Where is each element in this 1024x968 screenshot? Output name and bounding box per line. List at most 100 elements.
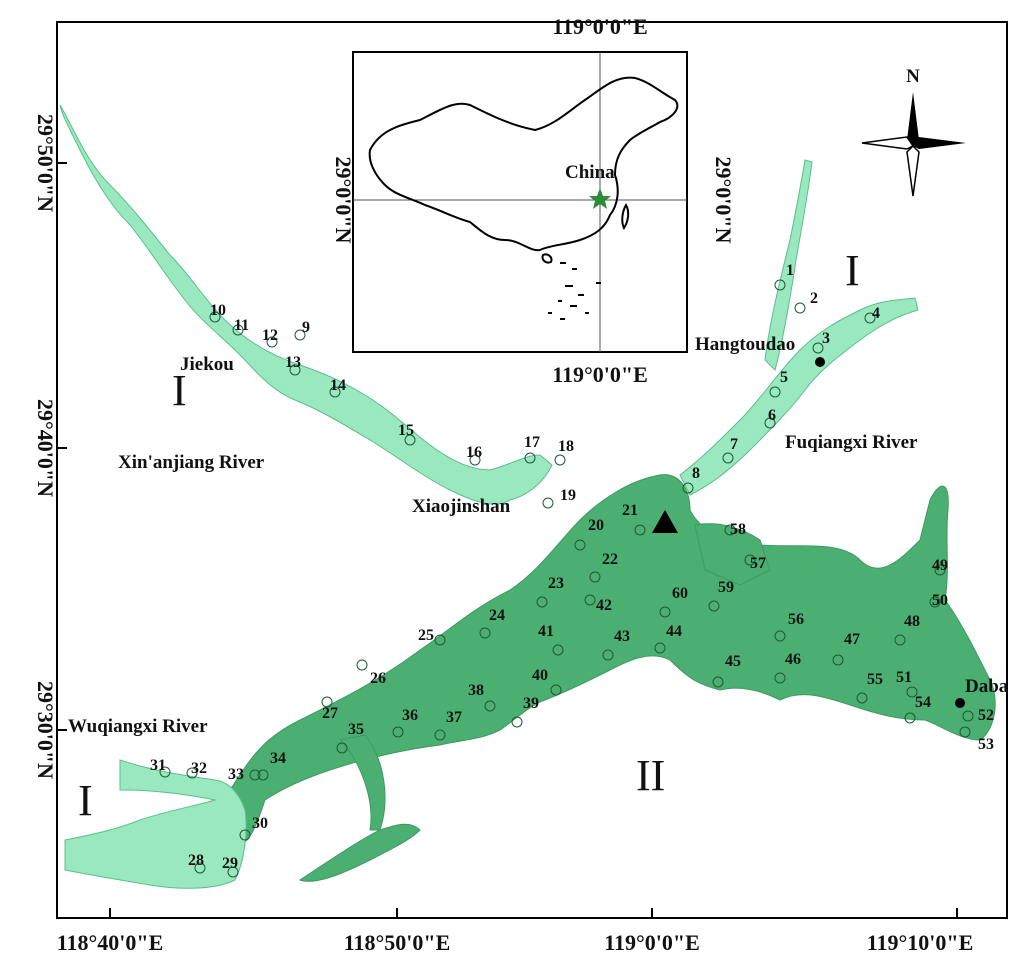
sampling-site-marker [906,686,918,698]
sampling-site-label: 20 [588,517,604,534]
sampling-site-label: 59 [718,579,734,596]
sampling-site-marker [832,654,844,666]
sampling-site-label: 28 [188,852,204,869]
sampling-site-label: 21 [622,502,638,519]
study-site-star-icon [589,188,611,209]
hangtoudao-marker [815,357,825,367]
sampling-site-marker [289,364,301,376]
zone-label-II: II [636,751,665,800]
x-tick-label: 119°0'0"E [604,930,700,955]
place-hangtoudao: Hangtoudao [695,334,795,355]
china-label: China [565,162,615,183]
sampling-site-label: 1 [786,262,794,279]
sampling-site-marker [186,767,198,779]
sampling-site-marker [602,649,614,661]
axis-ticks [57,162,958,918]
sampling-site-marker [589,571,601,583]
sampling-site-marker [511,716,523,728]
sampling-site-label: 34 [270,750,286,767]
sampling-site-marker [812,342,824,354]
sampling-site-marker [321,696,333,708]
sampling-site-label: 19 [560,487,576,504]
sampling-site-marker [894,634,906,646]
sampling-site-label: 52 [978,707,994,724]
x-tick-label: 118°40'0"E [57,930,164,955]
sampling-site-label: 12 [262,327,278,344]
sampling-site-label: 27 [322,705,338,722]
sampling-site-label: 2 [810,290,818,307]
sampling-site-marker [708,600,720,612]
place-daba: Daba [965,676,1009,697]
sampling-site-marker [209,311,221,323]
sampling-site-marker [864,312,876,324]
sampling-site-label: 17 [524,434,540,451]
inset-bottom-label: 119°0'0"E [552,362,648,387]
sampling-site-marker [536,596,548,608]
sampling-site-marker [634,524,646,536]
sampling-site-label: 32 [191,760,207,777]
sampling-site-marker [929,596,941,608]
inset-map: 119°0'0"E 119°0'0"E 29°0'0"N 29°0'0"N Ch… [331,14,736,387]
sampling-site-label: 30 [252,815,268,832]
place-wuqiangxi: Wuqiangxi River [68,716,208,737]
zone-label-I: I [172,366,187,415]
sampling-site-label: 47 [844,631,860,648]
sampling-site-marker [227,866,239,878]
sampling-site-label: 57 [750,555,766,572]
zone-label-I: I [78,776,93,825]
sampling-site-label: 38 [468,682,484,699]
sampling-site-label: 54 [915,694,931,711]
sampling-site-label: 55 [867,671,883,688]
sampling-site-marker [552,644,564,656]
sampling-site-marker [294,329,306,341]
sampling-site-label: 53 [978,736,994,753]
sampling-site-label: 9 [302,319,310,336]
sampling-site-marker [329,386,341,398]
sampling-site-label: 10 [210,302,226,319]
place-xiaojinshan: Xiaojinshan [412,496,511,517]
sampling-site-label: 15 [398,422,414,439]
sampling-site-label: 3 [822,330,830,347]
zone-II-water [228,474,996,882]
sampling-site-marker [550,684,562,696]
sampling-site-marker [959,726,971,738]
sampling-site-marker [249,769,261,781]
sampling-site-marker [654,642,666,654]
sampling-site-marker [764,417,776,429]
sampling-site-label: 51 [896,669,912,686]
y-tick-label: 29°50'0"N [33,114,58,212]
sampling-site-marker [257,769,269,781]
inset-left-label: 29°0'0"N [331,156,356,243]
sampling-site-label: 42 [596,597,612,614]
sampling-site-marker [682,482,694,494]
sampling-site-label: 11 [234,317,249,334]
sampling-site-label: 60 [672,585,688,602]
sampling-site-label: 35 [348,721,364,738]
sampling-site-label: 40 [532,667,548,684]
sampling-site-marker [659,606,671,618]
sampling-site-marker [232,324,244,336]
sampling-site-marker [574,539,586,551]
sampling-site-label: 8 [692,465,700,482]
sampling-site-marker [434,729,446,741]
inset-top-label: 119°0'0"E [552,14,648,39]
north-label: N [906,66,920,87]
dam-triangle-icon [652,510,678,533]
sampling-site-marker [774,672,786,684]
sampling-site-marker [712,676,724,688]
sampling-site-label: 41 [538,623,554,640]
sampling-site-label: 26 [370,670,386,687]
sampling-site-marker [392,726,404,738]
sampling-site-label: 36 [402,707,418,724]
daba-marker [955,698,965,708]
china-outline [368,76,679,252]
south-china-sea-islands [548,262,601,320]
sampling-site-marker [159,766,171,778]
sampling-site-label: 5 [780,369,788,386]
sampling-site-marker [722,452,734,464]
sampling-site-marker [336,742,348,754]
sampling-site-label: 39 [523,695,539,712]
sampling-site-label: 29 [222,855,238,872]
